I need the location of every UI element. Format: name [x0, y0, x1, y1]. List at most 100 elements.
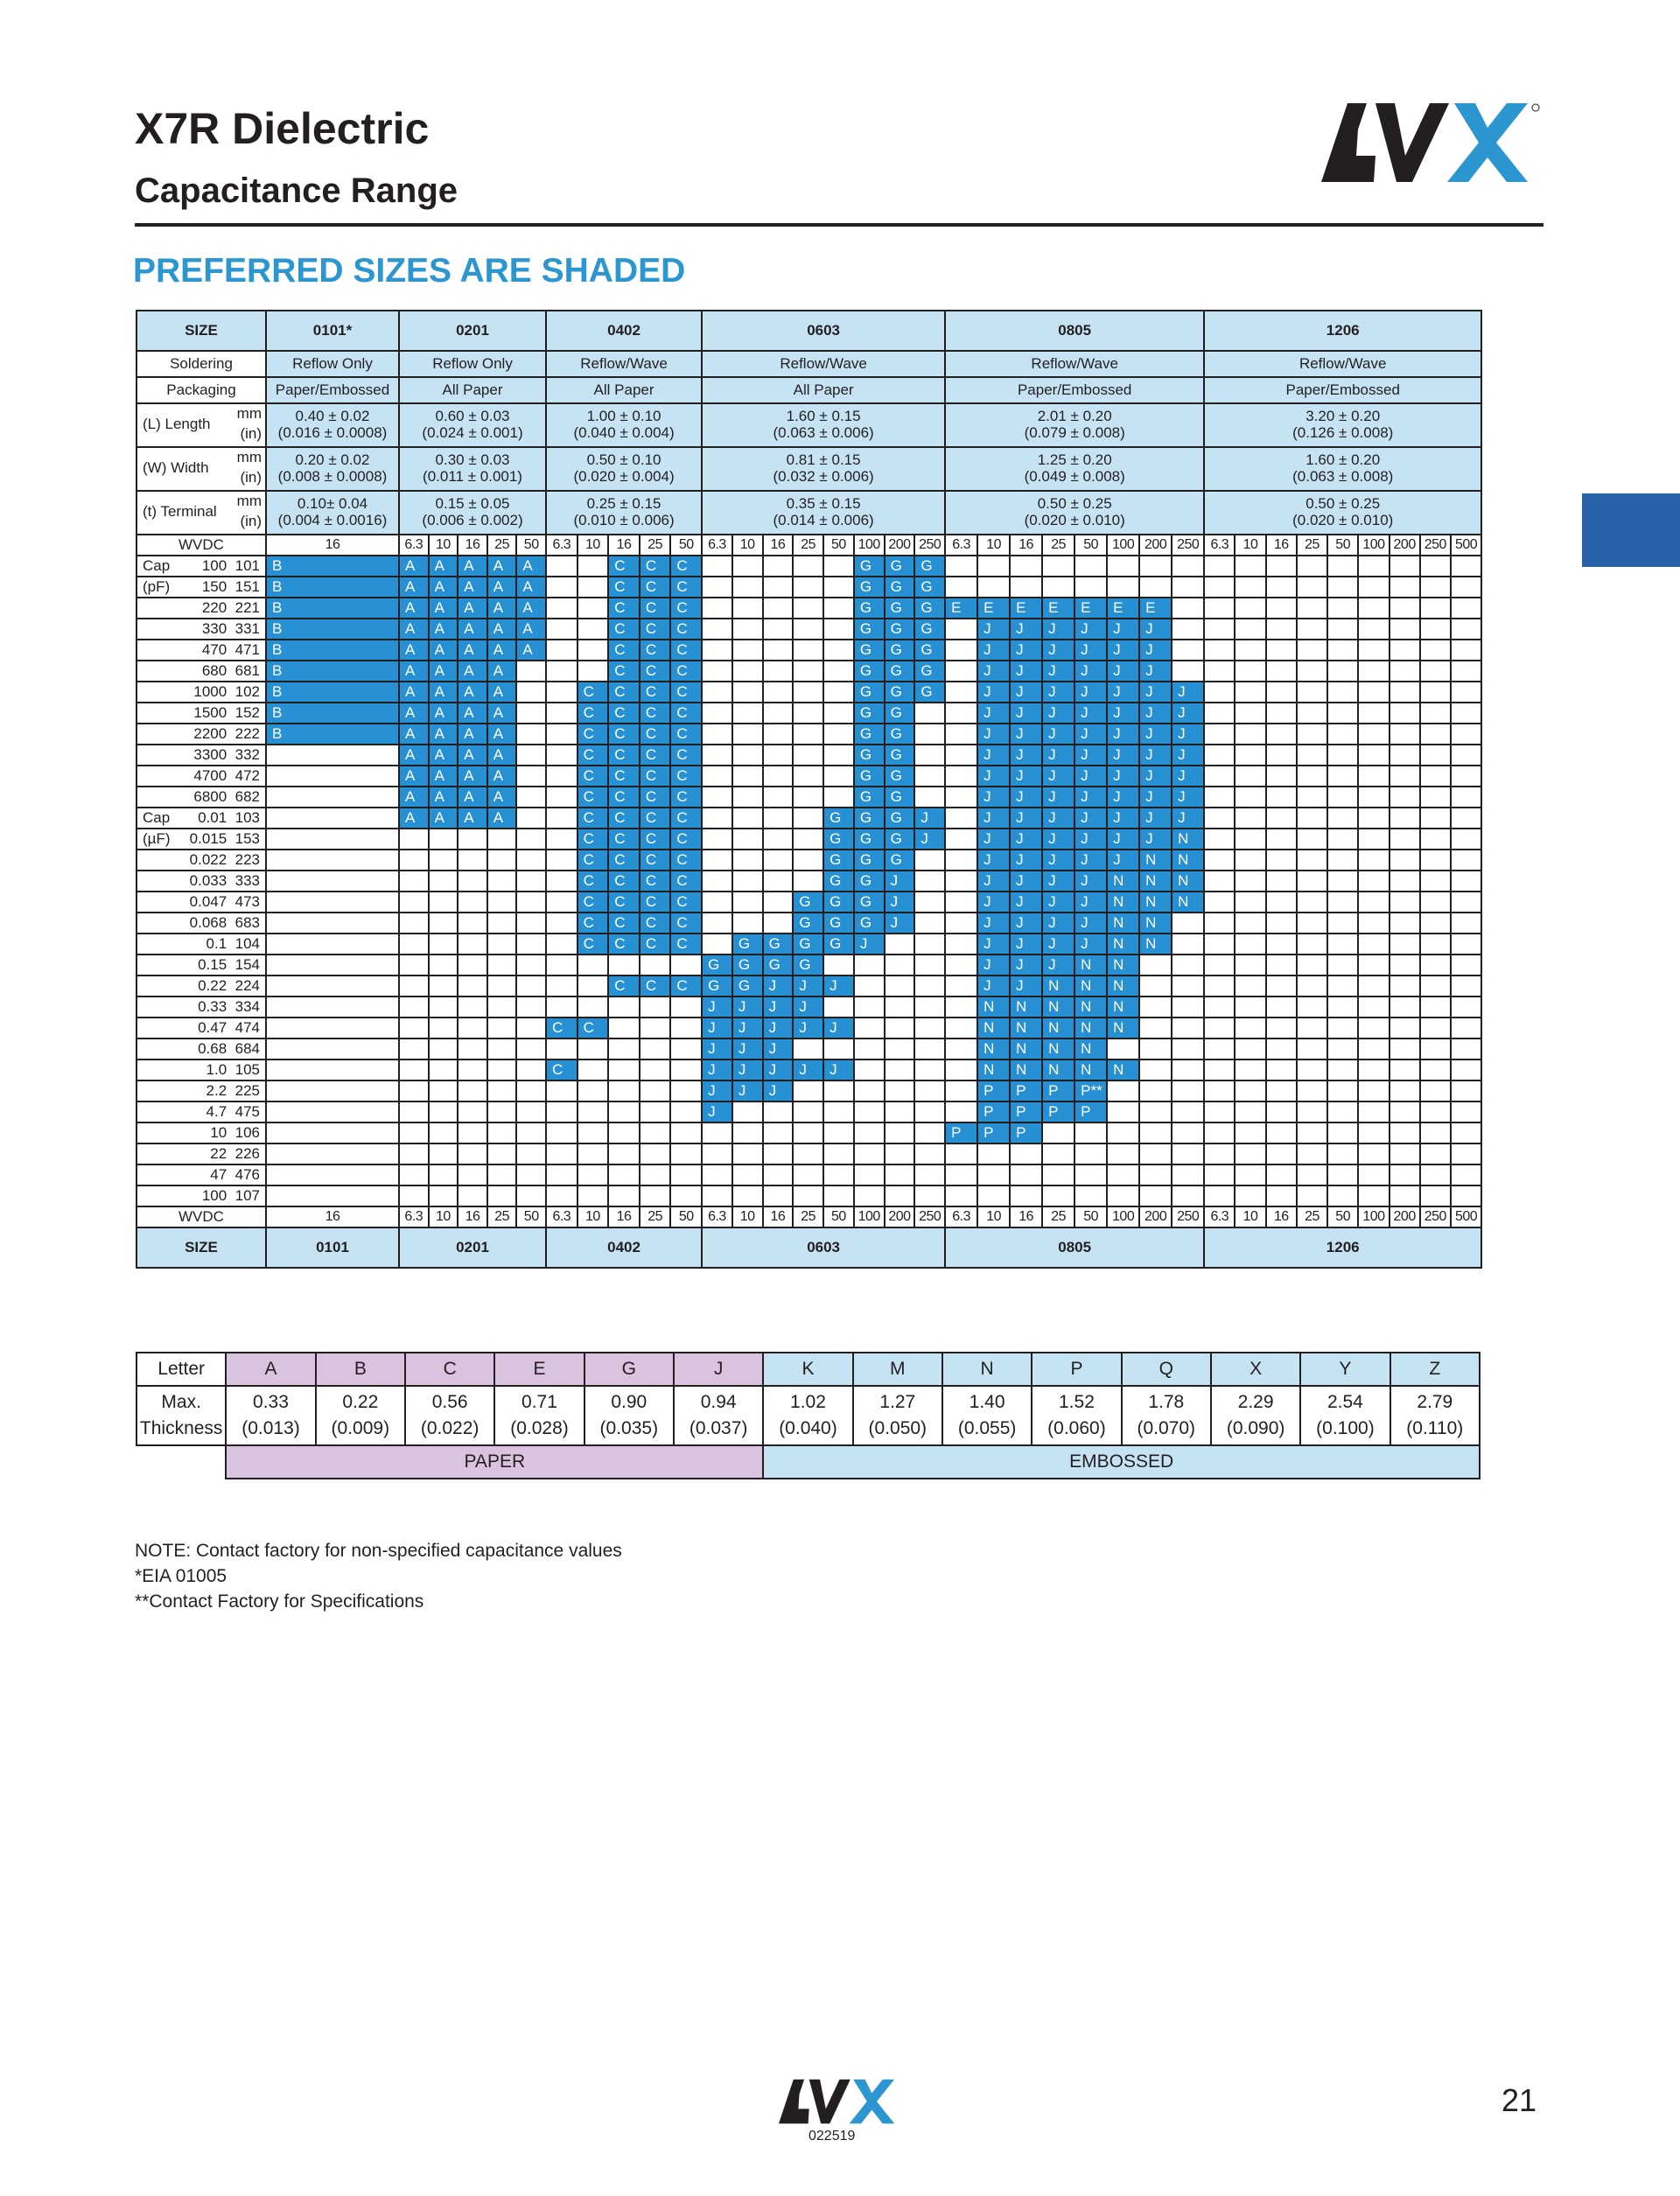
thickness-code-cell: P — [1009, 1080, 1044, 1102]
empty-cell — [914, 891, 947, 913]
empty-cell — [1041, 576, 1076, 598]
empty-cell — [427, 1059, 459, 1081]
thickness-code-cell: J — [701, 1080, 733, 1102]
empty-cell — [486, 954, 518, 976]
width-in: (0.008 ± 0.0008) — [277, 468, 388, 485]
table-row: 22 226 — [136, 1143, 1483, 1165]
thickness-code-cell: C — [607, 828, 640, 850]
empty-cell — [1171, 597, 1206, 619]
empty-cell — [486, 912, 518, 934]
empty-cell — [576, 975, 610, 997]
thickness-code-cell: J — [1171, 765, 1206, 787]
empty-cell — [701, 1143, 733, 1165]
thickness-code-cell: N — [1171, 891, 1206, 913]
empty-cell — [427, 1017, 459, 1039]
empty-cell — [669, 1017, 704, 1039]
thickness-code-cell: N — [1138, 849, 1173, 871]
terminal-value: 0.35 ± 0.15 (0.014 ± 0.006) — [701, 490, 947, 535]
thickness-code-cell: G — [852, 849, 886, 871]
empty-cell — [638, 1164, 672, 1186]
thickness-code-cell: P — [976, 1101, 1012, 1123]
thickness-code-cell: G — [822, 912, 855, 934]
thickness-code-cell: N — [1074, 1017, 1109, 1039]
empty-cell — [1449, 786, 1483, 808]
width-in: (0.020 ± 0.004) — [573, 468, 675, 485]
thickness-code-cell: A — [427, 723, 459, 745]
empty-cell — [1418, 618, 1452, 640]
empty-cell — [701, 807, 733, 829]
capacitance-value: 3300 332 — [193, 745, 260, 763]
thickness-code-cell: G — [883, 702, 916, 724]
empty-cell — [1357, 1059, 1390, 1081]
empty-cell — [515, 765, 548, 787]
thickness-code-cell: J — [1041, 618, 1076, 640]
empty-cell — [944, 891, 979, 913]
thickness-mm: 1.52 — [1059, 1391, 1095, 1412]
thickness-code-cell: G — [822, 933, 855, 955]
empty-cell — [1171, 660, 1206, 682]
capacitance-value: 6800 682 — [193, 787, 260, 805]
empty-cell — [1264, 1080, 1298, 1102]
thickness-code-cell: J — [1074, 639, 1109, 661]
thickness-code-cell: J — [1106, 744, 1141, 766]
empty-cell — [1388, 1122, 1421, 1144]
thickness-code-cell: G — [914, 576, 947, 598]
empty-cell — [701, 639, 733, 661]
empty-cell — [1171, 576, 1206, 598]
capacitance-label: 1500 152 — [136, 702, 267, 724]
thickness-code-cell: N — [1074, 1059, 1109, 1081]
empty-cell — [792, 702, 825, 724]
empty-cell — [883, 1059, 916, 1081]
empty-cell — [457, 912, 488, 934]
empty-cell — [822, 618, 855, 640]
thickness-value: 2.54 (0.100) — [1299, 1385, 1391, 1446]
thickness-code-cell: A — [515, 597, 548, 619]
empty-cell — [1295, 891, 1329, 913]
empty-cell — [427, 870, 459, 892]
empty-cell — [1388, 1080, 1421, 1102]
thickness-code-cell: A — [398, 555, 430, 577]
thickness-mm: 0.56 — [431, 1391, 468, 1412]
thickness-code-cell: G — [852, 681, 886, 703]
empty-cell — [822, 954, 855, 976]
thickness-code-cell: J — [1041, 849, 1076, 871]
thickness-mm: 0.22 — [342, 1391, 379, 1412]
empty-cell — [944, 954, 979, 976]
thickness-code-cell: A — [486, 681, 518, 703]
empty-cell — [1074, 1143, 1109, 1165]
length-mm: 1.00 ± 0.10 — [586, 408, 662, 425]
empty-cell — [1449, 555, 1483, 577]
width-mm: 0.20 ± 0.02 — [295, 451, 370, 469]
empty-cell — [761, 702, 794, 724]
empty-cell — [944, 639, 979, 661]
thickness-code-cell: J — [761, 996, 794, 1018]
table-row: 47 476 — [136, 1164, 1483, 1186]
empty-cell — [1203, 639, 1236, 661]
empty-cell — [638, 1017, 672, 1039]
capacitance-label: 4700 472 — [136, 765, 267, 787]
empty-cell — [1388, 1143, 1421, 1165]
thickness-code-cell: J — [976, 618, 1012, 640]
empty-cell — [792, 765, 825, 787]
thickness-code-cell: C — [638, 765, 672, 787]
thickness-code-cell: G — [883, 555, 916, 577]
empty-cell — [701, 891, 733, 913]
empty-cell — [1326, 954, 1360, 976]
empty-cell — [1295, 744, 1329, 766]
empty-cell — [1138, 1080, 1173, 1102]
thickness-code-cell: G — [852, 597, 886, 619]
thickness-in: (0.060) — [1047, 1418, 1106, 1438]
thickness-code-cell: G — [883, 828, 916, 850]
empty-cell — [1449, 912, 1483, 934]
thickness-code-cell: G — [792, 912, 825, 934]
thickness-code-cell: A — [457, 660, 488, 682]
thickness-code-cell: A — [427, 660, 459, 682]
empty-cell — [1234, 975, 1267, 997]
wvdc-value: 25 — [638, 534, 672, 556]
empty-cell — [1138, 996, 1173, 1018]
empty-cell — [576, 954, 610, 976]
thickness-code-cell: C — [669, 597, 704, 619]
empty-cell — [457, 954, 488, 976]
empty-cell — [822, 723, 855, 745]
empty-cell — [457, 1059, 488, 1081]
